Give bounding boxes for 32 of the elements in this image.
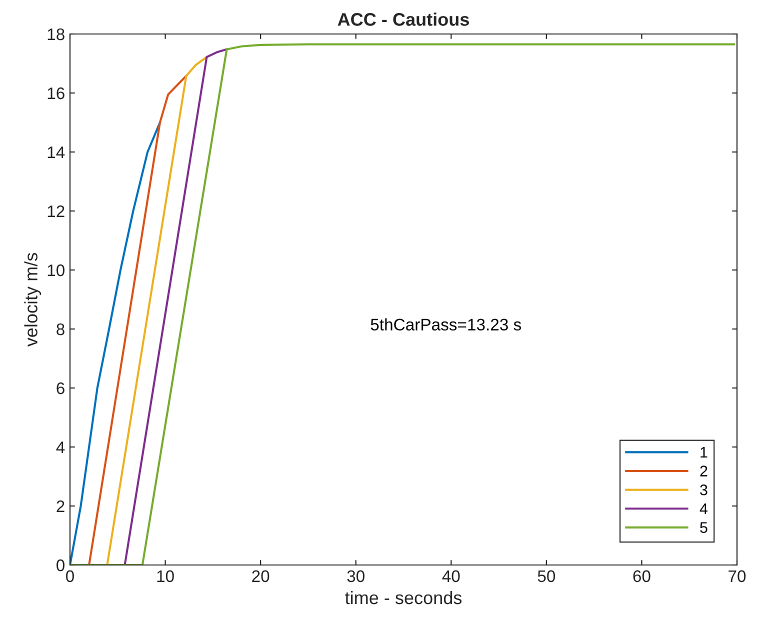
- y-tick-label: 8: [56, 323, 64, 336]
- legend-label: 1: [700, 446, 708, 458]
- line-series: [106, 56, 208, 565]
- legend-label: 4: [700, 503, 708, 514]
- legend-label: 2: [700, 466, 708, 476]
- line-series: [124, 48, 228, 565]
- x-tick-label: 0: [66, 570, 74, 582]
- y-tick-label: 2: [56, 500, 64, 512]
- y-axis-title: velocity m/s: [24, 252, 42, 347]
- x-axis-title: time - seconds: [345, 590, 462, 604]
- line-series: [88, 74, 188, 565]
- line-series: [70, 121, 161, 565]
- y-tick-label: 6: [56, 382, 64, 394]
- y-tick-label: 18: [48, 28, 64, 40]
- x-tick-label: 10: [157, 570, 174, 582]
- x-tick-label: 30: [347, 570, 364, 582]
- x-tick-label: 50: [538, 570, 556, 582]
- annotation: 5thCarPass=13.23 s: [370, 318, 522, 331]
- x-tick-label: 20: [252, 570, 270, 582]
- y-tick-label: 12: [48, 205, 64, 218]
- legend-label: 3: [700, 484, 708, 496]
- x-tick-label: 70: [728, 570, 746, 582]
- chart-title: ACC - Cautious: [338, 12, 469, 26]
- y-tick-label: 10: [48, 264, 64, 276]
- x-tick-label: 40: [442, 570, 460, 582]
- line-series: [70, 43, 736, 565]
- legend-label: 5: [700, 522, 708, 533]
- x-tick-label: 60: [633, 570, 650, 582]
- y-tick-label: 16: [48, 87, 64, 100]
- y-tick-label: 4: [56, 442, 65, 454]
- y-tick-label: 14: [48, 146, 65, 158]
- y-tick-label: 0: [56, 559, 64, 572]
